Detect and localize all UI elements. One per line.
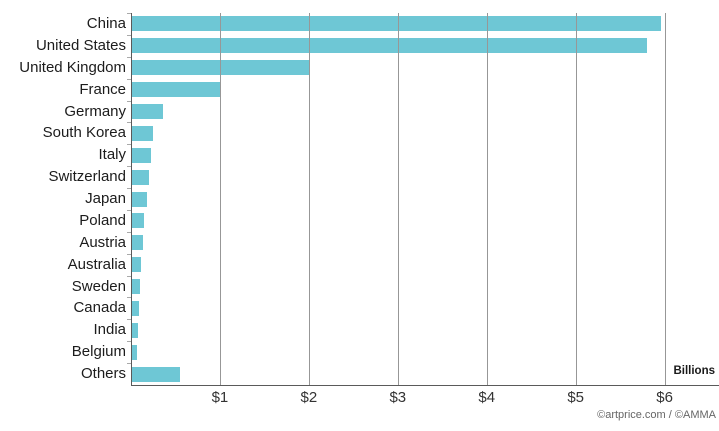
bar [132, 147, 151, 163]
y-axis-tick [127, 56, 131, 58]
bar [132, 366, 181, 382]
bar [132, 103, 164, 119]
category-label: France [79, 80, 126, 98]
plot-area [131, 13, 719, 386]
y-axis-tick [127, 78, 131, 80]
category-label: South Korea [42, 124, 126, 142]
category-label: Italy [98, 146, 126, 164]
bar [132, 257, 141, 273]
y-axis-tick [127, 188, 131, 190]
y-axis-tick [127, 319, 131, 321]
y-axis-tick [127, 253, 131, 255]
y-axis-tick [127, 144, 131, 146]
y-axis-tick [127, 34, 131, 36]
category-label: Austria [79, 233, 126, 251]
y-axis-tick [127, 13, 131, 14]
x-tick-label: $4 [478, 389, 496, 406]
bar [132, 191, 148, 207]
y-axis-tick [127, 209, 131, 211]
bar [132, 213, 145, 229]
gridline [487, 13, 489, 385]
bar [132, 322, 139, 338]
category-label: Sweden [71, 277, 126, 295]
y-axis-tick [127, 275, 131, 277]
category-label: Japan [85, 190, 126, 208]
category-label: Canada [73, 299, 126, 317]
bar [132, 279, 140, 295]
x-axis-unit-label: Billions [673, 365, 715, 377]
category-label: Germany [64, 102, 126, 120]
y-axis-tick [127, 363, 131, 365]
gridline [665, 13, 667, 385]
category-label: Australia [67, 255, 126, 273]
y-axis-tick [127, 231, 131, 233]
category-label: United Kingdom [19, 58, 126, 76]
y-axis-tick [127, 166, 131, 168]
x-tick-label: $5 [567, 389, 585, 406]
x-tick-label: $2 [300, 389, 318, 406]
gridline [220, 13, 222, 385]
bar [132, 16, 662, 32]
x-tick-label: $1 [211, 389, 229, 406]
y-axis-tick [127, 297, 131, 299]
bar [132, 235, 143, 251]
copyright-credit: ©artprice.com / ©AMMA [597, 409, 716, 421]
category-label: Belgium [71, 343, 126, 361]
category-label: United States [35, 36, 126, 54]
category-label: India [93, 321, 126, 339]
category-label: China [86, 15, 126, 32]
gridline [309, 13, 311, 385]
gridline [398, 13, 400, 385]
category-label: Others [80, 365, 126, 383]
y-axis-tick [127, 100, 131, 102]
y-axis-tick [127, 122, 131, 124]
bar [132, 82, 221, 98]
category-label: Poland [79, 211, 126, 229]
x-tick-label: $6 [656, 389, 673, 406]
bar [132, 344, 138, 360]
category-label: Switzerland [48, 168, 126, 186]
bar [132, 300, 140, 316]
bar [132, 125, 154, 141]
x-tick-label: $3 [389, 389, 407, 406]
bar [132, 169, 149, 185]
y-axis-tick [127, 341, 131, 343]
bar [132, 38, 647, 54]
gridline [576, 13, 578, 385]
